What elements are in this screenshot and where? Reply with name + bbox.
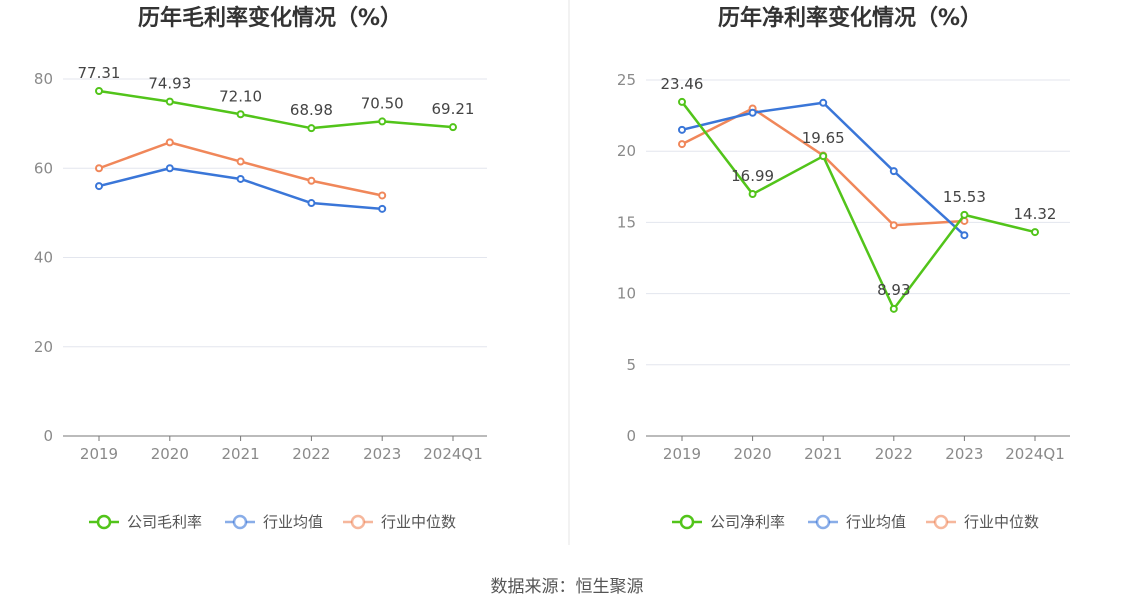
data-label: 8.93 bbox=[877, 281, 910, 299]
data-label: 19.65 bbox=[802, 129, 845, 147]
data-point bbox=[748, 190, 757, 199]
y-tick-label: 40 bbox=[34, 249, 53, 267]
data-point bbox=[889, 221, 898, 230]
data-point bbox=[236, 174, 245, 183]
data-point bbox=[889, 304, 898, 313]
y-tick-label: 0 bbox=[626, 427, 636, 445]
y-tick-label: 60 bbox=[34, 159, 53, 177]
data-point bbox=[165, 138, 174, 147]
legend-marker bbox=[232, 514, 248, 530]
data-point bbox=[95, 164, 103, 173]
gross-margin-chart: 历年毛利率变化情况（%） 0 20 40 60 80 2019 2020 2021 2022 202… bbox=[34, 5, 487, 531]
series-line bbox=[98, 167, 383, 211]
data-source: 数据来源：恒生聚源 bbox=[491, 577, 644, 597]
legend-label: 行业均值 bbox=[263, 513, 323, 531]
data-point bbox=[819, 98, 828, 107]
data-label: 69.21 bbox=[432, 100, 475, 118]
data-point bbox=[819, 152, 828, 161]
data-point bbox=[236, 110, 245, 119]
legend-label: 行业中位数 bbox=[381, 513, 456, 531]
data-point bbox=[748, 108, 757, 117]
net-margin-chart: 历年净利率变化情况（%） 0 5 10 15 20 25 2019 2020 2021 2022 20… bbox=[617, 5, 1070, 531]
data-point bbox=[165, 97, 174, 106]
x-tick-label: 2019 bbox=[663, 445, 701, 463]
y-tick-label: 15 bbox=[617, 213, 636, 231]
data-point bbox=[307, 124, 316, 133]
legend-label: 公司毛利率 bbox=[127, 513, 202, 531]
data-point bbox=[236, 157, 245, 166]
x-tick-label: 2020 bbox=[734, 445, 772, 463]
x-tick-label: 2023 bbox=[945, 445, 983, 463]
x-tick-label: 2024Q1 bbox=[423, 445, 483, 463]
legend-marker bbox=[96, 514, 112, 530]
data-label: 77.31 bbox=[78, 64, 121, 82]
y-tick-label: 0 bbox=[43, 427, 53, 445]
chart-title: 历年净利率变化情况（%） bbox=[718, 5, 982, 31]
y-tick-label: 80 bbox=[34, 70, 53, 88]
x-tick-label: 2022 bbox=[292, 445, 330, 463]
data-point bbox=[678, 125, 686, 134]
x-tick-label: 2020 bbox=[151, 445, 189, 463]
y-tick-label: 20 bbox=[34, 338, 53, 356]
data-point bbox=[165, 164, 174, 173]
data-label: 14.32 bbox=[1014, 205, 1057, 223]
chart-title: 历年毛利率变化情况（%） bbox=[138, 5, 402, 31]
data-point bbox=[678, 97, 686, 106]
x-tick-label: 2021 bbox=[222, 445, 260, 463]
x-tick-label: 2022 bbox=[875, 445, 913, 463]
data-label: 70.50 bbox=[361, 94, 404, 112]
data-point bbox=[1031, 228, 1039, 237]
legend-label: 行业均值 bbox=[846, 513, 906, 531]
data-point bbox=[378, 117, 387, 126]
data-point bbox=[307, 176, 316, 185]
data-point bbox=[960, 210, 969, 219]
x-tick-label: 2023 bbox=[363, 445, 401, 463]
legend-marker bbox=[350, 514, 366, 530]
series-line bbox=[681, 101, 1036, 311]
y-tick-label: 25 bbox=[617, 71, 636, 89]
data-point bbox=[889, 167, 898, 176]
series-line bbox=[681, 107, 965, 227]
data-label: 68.98 bbox=[290, 101, 333, 119]
data-label: 16.99 bbox=[731, 167, 774, 185]
data-label: 74.93 bbox=[148, 75, 191, 93]
y-tick-label: 20 bbox=[617, 142, 636, 160]
legend-marker bbox=[815, 514, 831, 530]
data-label: 72.10 bbox=[219, 87, 262, 105]
data-point bbox=[95, 182, 103, 191]
x-tick-label: 2019 bbox=[80, 445, 118, 463]
data-point bbox=[307, 199, 316, 208]
data-point bbox=[678, 140, 686, 149]
data-point bbox=[449, 123, 457, 132]
legend-marker bbox=[933, 514, 949, 530]
series-line bbox=[98, 89, 454, 130]
data-point bbox=[95, 87, 103, 96]
legend-label: 公司净利率 bbox=[710, 513, 785, 531]
x-tick-label: 2021 bbox=[804, 445, 842, 463]
data-point bbox=[960, 231, 969, 240]
data-point bbox=[378, 204, 387, 213]
x-tick-label: 2024Q1 bbox=[1005, 445, 1065, 463]
legend-label: 行业中位数 bbox=[964, 513, 1039, 531]
data-label: 23.46 bbox=[661, 75, 704, 93]
y-tick-label: 10 bbox=[617, 285, 636, 303]
y-tick-label: 5 bbox=[626, 356, 636, 374]
data-point bbox=[378, 191, 387, 200]
legend-marker bbox=[679, 514, 695, 530]
data-label: 15.53 bbox=[943, 188, 986, 206]
series-line bbox=[98, 141, 383, 197]
